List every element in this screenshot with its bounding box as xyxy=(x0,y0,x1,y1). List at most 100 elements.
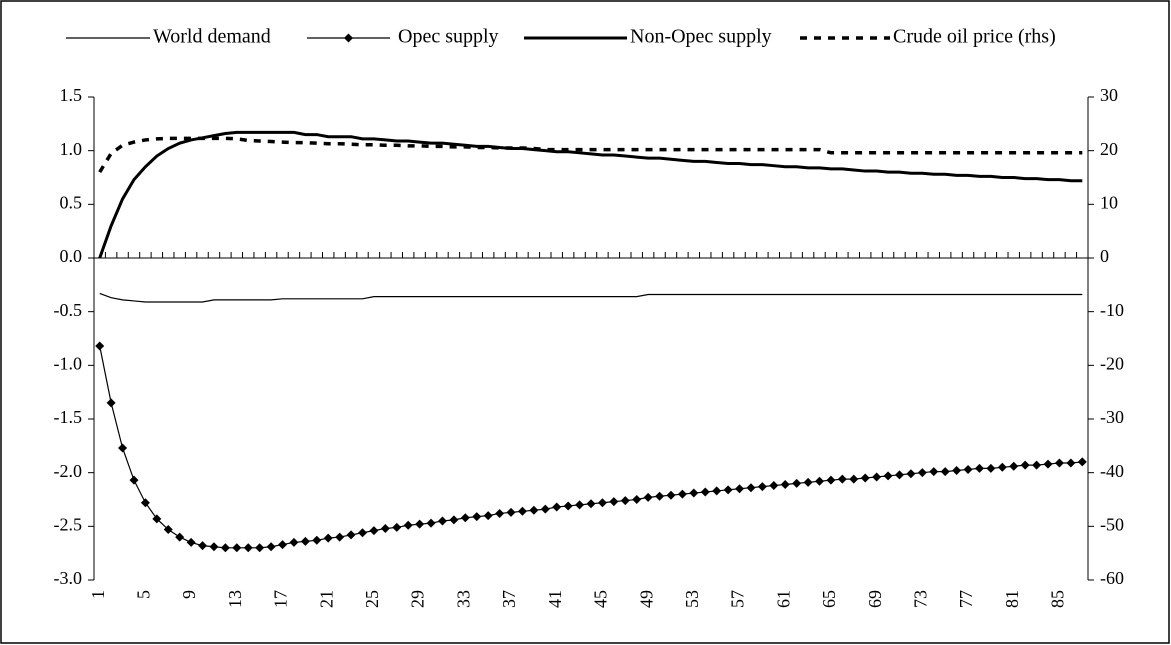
point-marker xyxy=(803,477,813,487)
point-marker xyxy=(894,470,904,480)
point-marker xyxy=(1054,458,1064,468)
x-tick-label: 57 xyxy=(728,590,748,608)
legend-label: Opec supply xyxy=(398,26,499,48)
x-tick-label: 61 xyxy=(773,590,793,608)
point-marker xyxy=(655,491,665,501)
x-tick-label: 49 xyxy=(636,590,656,608)
x-tick-label: 53 xyxy=(682,590,702,608)
point-marker xyxy=(335,532,345,542)
point-marker xyxy=(815,476,825,486)
point-marker xyxy=(597,498,607,508)
series-line xyxy=(99,292,1083,303)
point-marker xyxy=(312,535,322,545)
point-marker xyxy=(186,537,196,547)
point-marker xyxy=(700,487,710,497)
x-tick-label: 73 xyxy=(910,590,930,608)
point-marker xyxy=(860,473,870,483)
point-marker xyxy=(575,500,585,510)
x-tick-label: 29 xyxy=(408,590,428,608)
point-marker xyxy=(415,519,425,529)
point-marker xyxy=(632,495,642,504)
point-marker xyxy=(95,341,105,351)
point-marker xyxy=(209,542,219,552)
point-marker xyxy=(746,483,756,493)
y-tick-label: -1.0 xyxy=(54,353,83,373)
point-marker xyxy=(106,398,116,408)
point-marker xyxy=(140,498,150,508)
point-marker xyxy=(1066,458,1076,468)
point-marker xyxy=(849,474,859,484)
point-marker xyxy=(323,533,333,543)
point-marker xyxy=(403,520,413,530)
x-tick-label: 13 xyxy=(225,590,245,608)
y-tick-label: -0.5 xyxy=(54,300,83,320)
point-marker xyxy=(620,496,630,506)
point-marker xyxy=(666,490,676,500)
point-marker xyxy=(357,528,367,538)
y-tick-label: 1.0 xyxy=(60,139,83,159)
point-marker xyxy=(712,486,722,496)
y2-tick-label: -30 xyxy=(1100,407,1124,427)
x-tick-label: 41 xyxy=(545,590,565,608)
point-marker xyxy=(449,515,459,525)
y-tick-label: -1.5 xyxy=(54,407,83,427)
point-marker xyxy=(380,523,390,533)
point-marker xyxy=(792,478,802,488)
point-marker xyxy=(529,505,539,515)
y-tick-label: -3.0 xyxy=(54,568,83,588)
y2-tick-label: 10 xyxy=(1100,192,1118,212)
point-marker xyxy=(255,543,265,553)
point-marker xyxy=(392,522,402,532)
point-marker xyxy=(175,532,185,542)
x-tick-label: 37 xyxy=(499,590,519,608)
point-marker xyxy=(289,537,299,547)
point-marker xyxy=(609,497,619,507)
point-marker xyxy=(346,530,356,540)
point-marker xyxy=(1043,459,1053,469)
point-marker xyxy=(232,543,242,553)
point-marker xyxy=(974,463,984,473)
point-marker xyxy=(437,516,447,526)
point-marker xyxy=(1077,457,1087,467)
y-tick-label: 0.5 xyxy=(60,192,83,212)
x-tick-label: 17 xyxy=(271,590,291,608)
y2-tick-label: -10 xyxy=(1100,300,1124,320)
point-marker xyxy=(220,543,230,553)
point-marker xyxy=(1032,460,1042,470)
y2-tick-label: 0 xyxy=(1100,246,1109,266)
legend-label: Non-Opec supply xyxy=(630,26,772,48)
y-tick-label: -2.5 xyxy=(54,514,83,534)
series-line xyxy=(98,130,1083,259)
y-tick-label: 1.5 xyxy=(60,85,83,105)
y2-tick-label: -60 xyxy=(1100,568,1124,588)
x-tick-label: 25 xyxy=(362,590,382,608)
point-marker xyxy=(552,502,562,512)
x-tick-label: 5 xyxy=(134,590,154,599)
point-marker xyxy=(495,508,505,518)
legend-label: World demand xyxy=(153,26,271,48)
point-marker xyxy=(517,506,527,516)
x-tick-label: 33 xyxy=(453,590,473,608)
point-marker xyxy=(472,512,482,522)
x-tick-label: 21 xyxy=(316,590,336,608)
point-marker xyxy=(883,471,893,481)
point-marker xyxy=(198,541,208,551)
point-marker xyxy=(540,504,550,514)
y-tick-label: -2.0 xyxy=(54,461,83,481)
x-tick-label: 81 xyxy=(1002,590,1022,608)
y-tick-label: 0.0 xyxy=(60,246,83,266)
point-marker xyxy=(118,443,128,453)
point-marker xyxy=(1020,460,1030,470)
point-marker xyxy=(563,501,573,511)
point-marker xyxy=(963,464,973,474)
point-marker xyxy=(483,511,493,521)
point-marker xyxy=(940,467,950,477)
point-marker xyxy=(917,468,927,478)
x-tick-label: 85 xyxy=(1048,590,1068,608)
point-marker xyxy=(997,462,1007,472)
point-marker xyxy=(152,514,162,524)
point-marker xyxy=(278,540,288,550)
point-marker xyxy=(1009,461,1019,471)
